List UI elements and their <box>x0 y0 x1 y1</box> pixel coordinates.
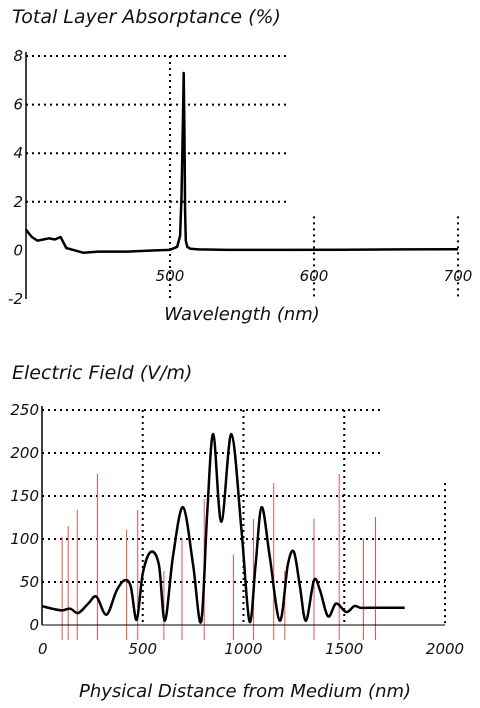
y-tick-label: 4 <box>13 144 23 162</box>
chart2-title: Electric Field (V/m) <box>12 362 193 384</box>
absorptance-chart: -2 0 2 4 6 8 500 600 700 Wavelength (nm) <box>8 47 473 325</box>
y-tick-label: 2 <box>13 193 23 211</box>
x-tick-label: 1500 <box>325 640 363 658</box>
x-tick-label: 2000 <box>426 640 464 658</box>
y-tick-label: 200 <box>10 444 39 462</box>
absorptance-line <box>25 71 459 255</box>
x-tick-label: 500 <box>128 640 157 658</box>
y-tick-label: 8 <box>13 47 23 65</box>
y-tick-label: 100 <box>10 530 39 548</box>
y-tick-label: 150 <box>10 487 39 505</box>
y-tick-label: 250 <box>10 401 39 419</box>
y-tick-label: -2 <box>8 290 23 308</box>
x-tick-label: 700 <box>444 267 473 285</box>
y-tick-label: 0 <box>13 241 23 259</box>
electric-field-line <box>41 432 405 624</box>
x-axis-label: Physical Distance from Medium (nm) <box>79 681 411 702</box>
x-tick-label: 500 <box>156 267 185 285</box>
x-tick-label: 600 <box>300 267 329 285</box>
x-tick-label: 0 <box>38 640 48 658</box>
x-tick-label: 1000 <box>224 640 262 658</box>
chart1-title: Total Layer Absorptance (%) <box>12 6 281 28</box>
y-tick-label: 6 <box>13 96 23 114</box>
y-tick-label: 0 <box>29 616 39 634</box>
x-axis-label: Wavelength (nm) <box>164 304 320 325</box>
y-tick-label: 50 <box>20 573 39 591</box>
